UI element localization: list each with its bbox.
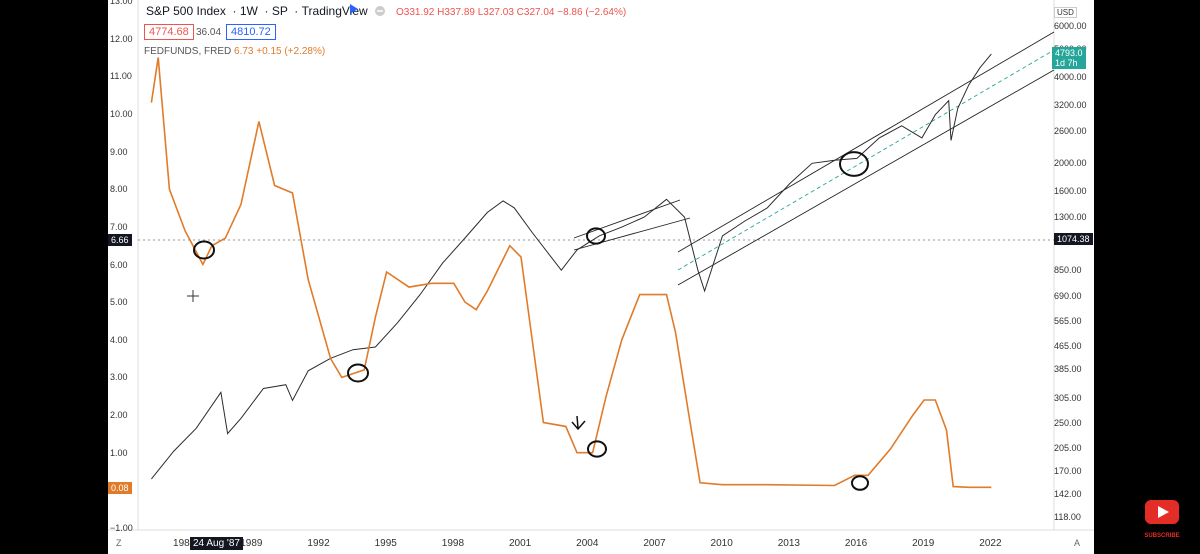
left-tick-label: 12.00 — [110, 33, 133, 44]
right-tick-label: 1600.00 — [1054, 186, 1087, 197]
sp500-series-line — [151, 53, 992, 480]
left-tick-label: 13.00 — [110, 0, 133, 6]
left-tick-label: 4.00 — [110, 334, 128, 345]
annotation-circle-2 — [347, 363, 369, 383]
right-tick-label: 6000.00 — [1054, 21, 1087, 31]
circle-menu-icon[interactable] — [374, 5, 386, 20]
annotation-arrow-down — [571, 415, 586, 431]
auto-scale-button[interactable]: A — [1074, 538, 1081, 548]
right-tick-label: 250.00 — [1054, 418, 1082, 429]
left-tick-label: 6.00 — [110, 259, 128, 270]
left-tick-label: 5.00 — [110, 297, 128, 308]
left-tick-label: −1.00 — [110, 523, 133, 533]
price-tag: 4793.0 1d 7h — [1052, 47, 1086, 69]
right-tick-label: 170.00 — [1054, 466, 1082, 477]
left-tick-label: 7.00 — [110, 221, 128, 232]
left-current-label: 0.08 — [108, 482, 132, 494]
overlay-name: FEDFUNDS, FRED — [144, 46, 232, 57]
left-tick-label: 9.00 — [110, 146, 128, 157]
flag-icon[interactable] — [348, 3, 360, 18]
left-tick-label: 3.00 — [110, 372, 128, 383]
bottom-tick-label: 1989 — [240, 538, 263, 549]
exchange-label: SP — [271, 4, 288, 18]
right-tick-label: 2600.00 — [1054, 125, 1087, 136]
right-tick-label: 305.00 — [1054, 393, 1082, 404]
bottom-tick-label: 2013 — [777, 538, 800, 549]
left-crosshair-label: 6.66 — [108, 234, 132, 246]
annotation-circle-1 — [193, 240, 215, 260]
youtube-subscribe-badge[interactable]: SUBSCRIBE — [1143, 498, 1181, 539]
currency-label[interactable]: USD — [1054, 7, 1077, 18]
left-tick-label: 1.00 — [110, 447, 128, 458]
right-tick-label: 3200.00 — [1054, 99, 1087, 110]
left-tick-label: 10.00 — [110, 108, 133, 119]
right-tick-label: 118.00 — [1054, 512, 1081, 522]
annotation-circle-4 — [587, 440, 607, 458]
bottom-tick-label: 2007 — [643, 538, 666, 549]
crosshair-cursor — [187, 290, 199, 302]
channel-lower[interactable] — [677, 69, 1055, 286]
left-tick-label: 2.00 — [110, 410, 128, 421]
reset-button[interactable]: Z — [116, 538, 122, 548]
annotation-circle-3 — [586, 227, 606, 245]
bid-box[interactable]: 4774.68 — [144, 24, 194, 40]
bottom-tick-label: 2010 — [710, 538, 733, 549]
bottom-tick-label: 1986 — [173, 538, 196, 549]
bottom-tick-label: 2016 — [844, 538, 868, 549]
subscribe-label: SUBSCRIBE — [1144, 533, 1180, 539]
ask-box[interactable]: 4810.72 — [226, 24, 276, 40]
channel-upper[interactable] — [677, 31, 1055, 253]
right-tick-label: 1300.00 — [1054, 212, 1087, 223]
symbol-name: S&P 500 Index — [146, 4, 226, 18]
channel-mid[interactable] — [677, 49, 1055, 271]
trend-line-lower[interactable] — [573, 217, 691, 251]
overlay-change: +0.15 (+2.28%) — [256, 46, 326, 57]
symbol-title[interactable]: S&P 500 Index · 1W · SP · TradingView — [146, 4, 368, 18]
right-tick-label: 205.00 — [1054, 442, 1082, 453]
spread-value: 36.04 — [196, 27, 222, 38]
price-tag-value: 4793.0 — [1055, 48, 1083, 58]
right-tick-label: 565.00 — [1054, 316, 1082, 327]
bottom-tick-label: 2022 — [979, 538, 1002, 549]
left-tick-label: 11.00 — [110, 71, 132, 82]
right-crosshair-label: 1074.38 — [1054, 233, 1093, 245]
price-tag-countdown: 1d 7h — [1055, 58, 1078, 68]
right-tick-label: 2000.00 — [1054, 158, 1087, 169]
trend-line-upper[interactable] — [573, 199, 681, 239]
right-tick-label: 142.00 — [1054, 488, 1082, 499]
overlay-legend[interactable]: FEDFUNDS, FRED 6.73 +0.15 (+2.28%) — [144, 46, 325, 57]
bottom-tick-label: 1998 — [441, 538, 465, 549]
annotation-circle-6 — [851, 475, 869, 491]
chart-frame[interactable]: S&P 500 Index · 1W · SP · TradingView O3… — [108, 0, 1094, 554]
bottom-tick-label: 2004 — [576, 538, 599, 549]
bottom-tick-label: 2001 — [508, 538, 532, 549]
right-tick-label: 850.00 — [1054, 265, 1082, 276]
overlay-value: 6.73 — [234, 46, 254, 57]
bottom-tick-label: 1995 — [374, 538, 397, 549]
bottom-tick-label: 1992 — [307, 538, 330, 549]
interval-label[interactable]: 1W — [239, 4, 258, 18]
right-tick-label: 4000.00 — [1054, 71, 1087, 82]
right-tick-label: 465.00 — [1054, 340, 1082, 351]
fedfunds-series-line — [150, 57, 992, 489]
bottom-tick-label: 2019 — [912, 538, 935, 549]
right-tick-label: 385.00 — [1054, 364, 1082, 375]
chart-canvas[interactable] — [108, 0, 1094, 554]
youtube-play-icon — [1145, 500, 1179, 524]
x-crosshair-label: 24 Aug '87 — [190, 537, 243, 550]
left-tick-label: 8.00 — [110, 184, 128, 195]
annotation-circle-5 — [839, 151, 869, 177]
ohlc-values: O331.92 H337.89 L327.03 C327.04 −8.86 (−… — [396, 7, 627, 18]
right-tick-label: 690.00 — [1054, 291, 1082, 302]
